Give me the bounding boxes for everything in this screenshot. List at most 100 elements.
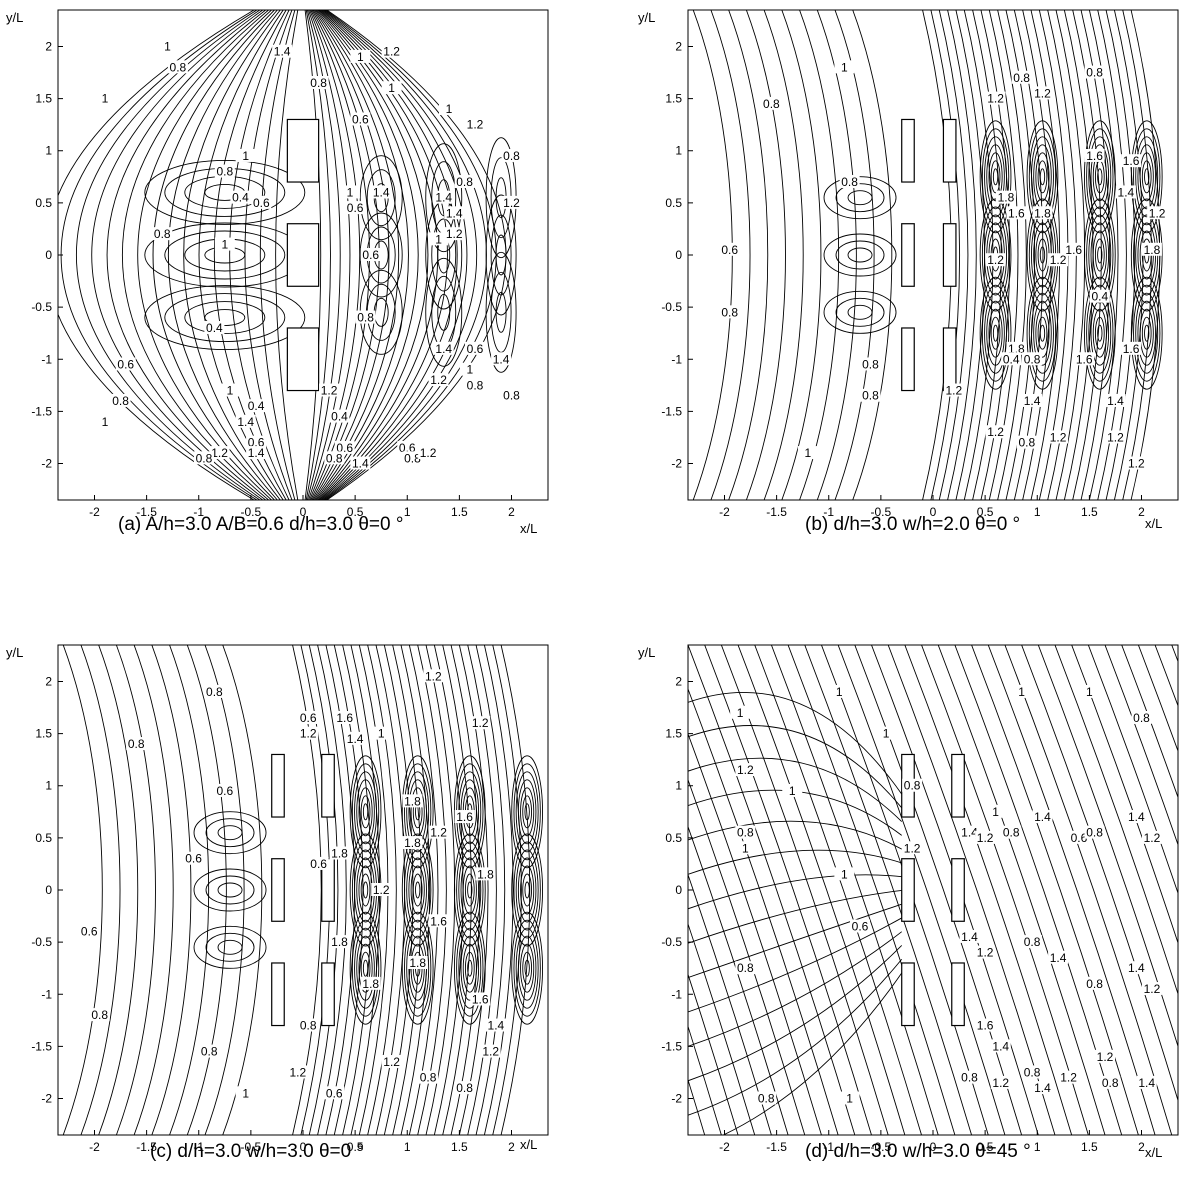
panel-caption: (c) d/h=3.0 w/h=3.0 θ=0 ° [150,1141,364,1162]
x-tick-label: 0 [300,505,307,519]
y-tick-label: 1 [675,144,682,158]
contour-label: 1 [435,232,442,246]
contour-label: 1.2 [420,446,437,460]
contour-label: 1.2 [1050,430,1067,444]
contour-label: 1.2 [1128,457,1145,471]
contour-label: 0.8 [91,1008,108,1022]
contour-label: 1.4 [493,352,510,366]
contour-label: 0.8 [721,305,738,319]
structure-block [951,962,965,1027]
panel-caption: (b) d/h=3.0 w/h=2.0 θ=0 ° [805,514,1020,535]
contour-label: 1.2 [737,763,754,777]
x-tick-label: 1.5 [1081,505,1098,519]
y-tick-label: 0.5 [35,831,52,845]
contour-label: 1 [102,92,109,106]
x-tick-label: -1 [823,505,834,519]
contour-label: 1 [836,685,843,699]
x-tick-label: -2 [719,1140,730,1154]
y-tick-label: 0.5 [35,196,52,210]
contour-label: 1.4 [1128,810,1145,824]
contour-label: 1.8 [409,956,426,970]
contour-label: 1 [446,102,453,116]
x-tick-label: -1.5 [136,505,157,519]
contour-label: 1.4 [352,457,369,471]
x-tick-label: 0.5 [977,1140,994,1154]
contour-label: 1.8 [477,867,494,881]
contour-label: 1.4 [248,446,265,460]
contour-label: 1.2 [904,841,921,855]
x-tick-label: 0 [930,505,937,519]
x-tick-label: 1 [1034,1140,1041,1154]
x-tick-label: 2 [1138,1140,1145,1154]
contour-label: 0.8 [310,76,327,90]
contour-label: 1.2 [482,1045,499,1059]
x-tick-label: 1.5 [451,1140,468,1154]
x-tick-label: 2 [508,1140,515,1154]
contour-label: 0.8 [326,451,343,465]
contour-label: 0.4 [331,410,348,424]
contour-label: 1.2 [373,883,390,897]
x-tick-label: -1 [193,1140,204,1154]
y-tick-label: -1 [41,987,52,1001]
y-tick-label: -1.5 [31,404,52,418]
y-tick-label: -0.5 [31,300,52,314]
contour-label: 0.8 [170,60,187,74]
contour-label: 0.8 [1024,352,1041,366]
contour-label: 1.6 [336,711,353,725]
x-axis-label: x/L [1145,1145,1162,1160]
contour-label: 1 [789,784,796,798]
x-tick-label: -2 [89,1140,100,1154]
structure-block [901,962,915,1027]
y-tick-label: 0 [675,248,682,262]
y-tick-label: 0 [45,883,52,897]
x-tick-label: 1 [1034,505,1041,519]
x-tick-label: -0.5 [241,505,262,519]
contour-label: 1.2 [472,716,489,730]
contour-label: 0.8 [862,389,879,403]
y-tick-label: -1.5 [31,1039,52,1053]
y-tick-label: 2 [45,674,52,688]
contour-label: 0.8 [1013,71,1030,85]
contour-label: 0.8 [862,357,879,371]
y-tick-label: 0 [675,883,682,897]
contour-label: 0.6 [326,1086,343,1100]
x-axis-label: x/L [520,1137,537,1152]
x-tick-label: -0.5 [871,505,892,519]
y-tick-label: -2 [41,457,52,471]
x-tick-label: 0.5 [347,505,364,519]
contour-label: 0.6 [185,852,202,866]
contour-label: 0.8 [1086,66,1103,80]
contour-label: 1 [841,867,848,881]
contour-label: 1.2 [977,946,994,960]
contour-label: 1.2 [1149,206,1166,220]
structure-block [271,753,285,818]
y-tick-label: 1.5 [35,727,52,741]
contour-label: 1.4 [435,191,452,205]
contour-label: 1.2 [211,446,228,460]
y-axis-label: y/L [6,10,23,25]
contour-label: 0.8 [763,97,780,111]
contour-label: 1.2 [987,253,1004,267]
contour-label: 0.8 [1102,1076,1119,1090]
y-tick-label: 1.5 [665,727,682,741]
contour-label: 0.8 [128,737,145,751]
structure-block [901,858,915,922]
contour-label: 1 [102,415,109,429]
structure-block [271,858,285,922]
contour-label: 1.4 [488,1019,505,1033]
x-axis-label: x/L [520,521,537,536]
contour-label: 1.2 [321,384,338,398]
x-tick-label: -1.5 [136,1140,157,1154]
contour-label: 0.8 [1003,826,1020,840]
contour-label: 1.2 [383,1055,400,1069]
contour-label: 0.8 [1024,1065,1041,1079]
contour-label: 1.2 [1144,982,1161,996]
contour-label: 0.6 [352,112,369,126]
contour-lines [688,645,1178,1135]
contour-label: 1 [466,363,473,377]
structure-block [901,223,915,287]
x-axis-label: x/L [1145,516,1162,531]
contour-label: 0.6 [1071,831,1088,845]
x-tick-label: 0 [300,1140,307,1154]
contour-label: 1.4 [1107,394,1124,408]
